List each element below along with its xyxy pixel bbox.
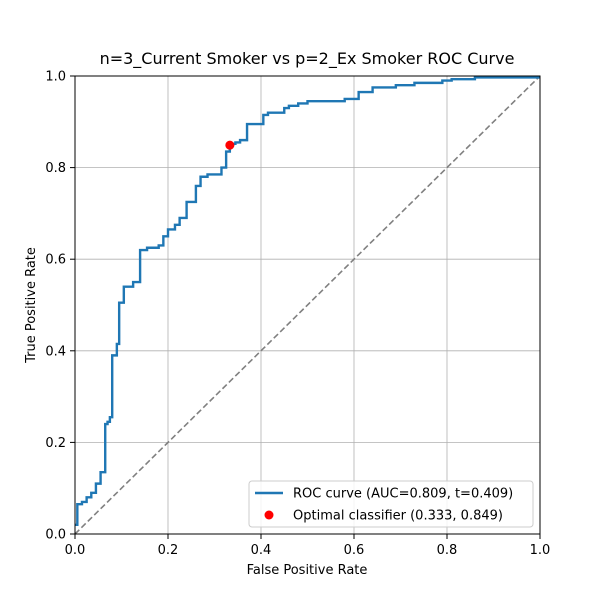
x-axis-label: False Positive Rate [247, 563, 368, 578]
y-tick-label: 0.0 [45, 528, 66, 543]
chart-title: n=3_Current Smoker vs p=2_Ex Smoker ROC … [100, 49, 515, 69]
y-tick-label: 0.4 [45, 344, 66, 359]
roc-curve-line [75, 76, 540, 527]
plot-frame [74, 75, 541, 535]
y-axis-label: True Positive Rate [24, 247, 39, 364]
x-axis-ticks: 0.0 0.2 0.4 0.6 0.8 1.0 [65, 534, 551, 558]
optimal-classifier-point [225, 140, 235, 150]
x-tick-label: 0.8 [437, 543, 458, 558]
x-tick-label: 0.0 [65, 543, 86, 558]
y-tick-label: 0.6 [45, 253, 66, 268]
x-tick-label: 0.2 [158, 543, 179, 558]
legend-entry-label: ROC curve (AUC=0.809, t=0.409) [293, 487, 513, 502]
legend: ROC curve (AUC=0.809, t=0.409) Optimal cl… [248, 480, 534, 528]
x-tick-label: 0.6 [344, 543, 365, 558]
y-tick-label: 0.2 [45, 436, 66, 451]
series-points [225, 140, 235, 150]
x-tick-label: 0.4 [251, 543, 272, 558]
legend-marker-swatch [264, 510, 274, 520]
x-tick-label: 1.0 [530, 543, 551, 558]
grid-lines [74, 75, 541, 535]
chance-diagonal-line [74, 75, 541, 535]
legend-entry-label: Optimal classifier (0.333, 0.849) [293, 509, 503, 524]
y-tick-label: 0.8 [45, 161, 66, 176]
legend-box [248, 480, 534, 528]
y-axis-ticks: 0.0 0.2 0.4 0.6 0.8 1.0 [45, 70, 75, 543]
y-tick-label: 1.0 [45, 70, 66, 85]
series-lines [74, 75, 541, 535]
